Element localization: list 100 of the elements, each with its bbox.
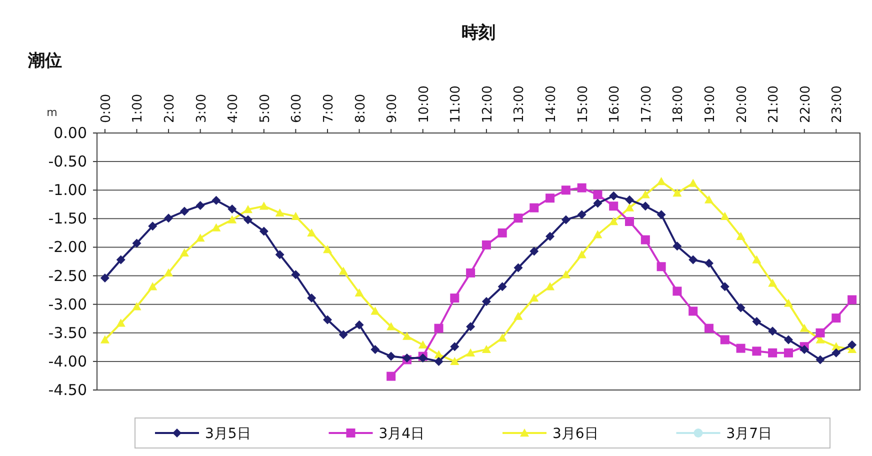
point	[625, 217, 634, 226]
point	[625, 203, 634, 212]
x-tick-label: 2:00	[162, 94, 178, 123]
point	[736, 303, 746, 312]
point	[704, 324, 714, 333]
point	[259, 226, 268, 236]
point	[482, 344, 491, 354]
x-tick-label: 15:00	[576, 86, 591, 123]
point	[625, 195, 634, 204]
point	[816, 355, 825, 364]
x-tick-label: 23:00	[830, 86, 846, 123]
point	[656, 210, 666, 220]
point	[561, 186, 570, 195]
point	[848, 340, 857, 350]
point	[498, 228, 507, 238]
point	[736, 232, 746, 240]
x-tick-label: 17:00	[639, 86, 654, 123]
point	[640, 235, 650, 244]
x-tick-label: 18:00	[671, 86, 686, 123]
y-axis-title: 潮位	[27, 51, 62, 71]
point	[546, 232, 555, 241]
x-tick-label: 11:00	[448, 86, 464, 123]
y-tick-label: -4.00	[48, 352, 87, 370]
point	[768, 278, 778, 287]
point	[434, 324, 444, 333]
point	[466, 322, 476, 332]
point	[386, 322, 396, 330]
y-tick-label: -2.50	[48, 266, 87, 285]
point	[688, 178, 698, 187]
point	[784, 348, 793, 358]
point	[244, 215, 253, 224]
point	[593, 230, 602, 238]
point	[116, 255, 126, 264]
point	[609, 191, 618, 200]
point	[482, 296, 491, 306]
point	[672, 286, 682, 296]
point	[148, 222, 158, 231]
point	[228, 204, 237, 214]
point	[100, 335, 110, 344]
point	[244, 205, 253, 214]
point	[322, 315, 332, 324]
x-tick-label: 8:00	[353, 94, 368, 123]
point	[196, 234, 205, 242]
point	[784, 335, 793, 344]
legend-label: 3月6日	[552, 426, 598, 442]
point	[736, 344, 746, 353]
point	[338, 330, 348, 340]
x-tick-label: 4:00	[226, 94, 242, 123]
point	[466, 268, 476, 278]
point	[530, 246, 539, 256]
point	[148, 282, 158, 290]
point	[228, 215, 237, 224]
point	[832, 348, 841, 358]
x-tick-label: 16:00	[608, 86, 623, 123]
point	[784, 298, 793, 307]
point	[370, 344, 380, 354]
point	[434, 356, 444, 366]
y-tick-label: -2.00	[48, 238, 87, 256]
point	[482, 240, 491, 250]
point	[180, 248, 189, 257]
y-tick-label: -0.50	[48, 152, 87, 171]
point	[514, 263, 523, 272]
point	[546, 282, 555, 290]
x-tick-label: 3:00	[194, 94, 210, 123]
point	[514, 214, 523, 223]
point	[498, 334, 507, 342]
point	[307, 294, 316, 303]
point	[752, 255, 762, 264]
point	[291, 212, 300, 220]
point	[259, 202, 268, 210]
point	[180, 206, 189, 216]
x-tick-label: 21:00	[766, 86, 782, 123]
point	[577, 250, 586, 258]
point	[609, 202, 618, 211]
point	[196, 201, 205, 210]
point	[800, 324, 809, 332]
x-tick-label: 14:00	[544, 86, 560, 123]
x-tick-label: 7:00	[321, 94, 336, 123]
point	[307, 228, 316, 237]
point	[116, 318, 126, 327]
point	[402, 332, 412, 340]
point	[609, 217, 618, 226]
x-tick-label: 22:00	[798, 86, 814, 123]
point	[164, 214, 174, 223]
x-tick-label: 6:00	[290, 94, 305, 123]
point	[640, 190, 650, 198]
point	[450, 342, 460, 352]
point	[386, 372, 396, 381]
point	[688, 306, 698, 316]
point	[768, 348, 778, 358]
point	[704, 195, 714, 204]
point	[688, 255, 698, 264]
point	[593, 190, 602, 200]
x-tick-label: 20:00	[734, 86, 750, 123]
point	[640, 202, 650, 211]
point	[212, 223, 221, 232]
y-tick-label: -4.50	[48, 381, 87, 399]
point	[386, 352, 396, 361]
point	[577, 210, 586, 220]
point	[450, 294, 460, 303]
